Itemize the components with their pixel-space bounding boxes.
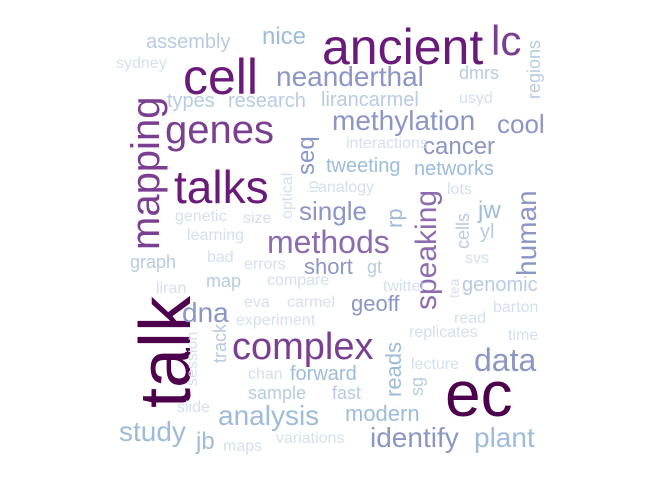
word: tweeting [326, 155, 401, 177]
word: genomic [462, 274, 538, 296]
word: lirancarmel [321, 89, 419, 111]
word: regions [524, 39, 544, 99]
word: genetic [175, 208, 227, 225]
word: data [474, 342, 537, 378]
word: jb [196, 428, 215, 455]
word: jw [478, 197, 501, 224]
word: study [119, 416, 186, 447]
word: read [454, 310, 487, 327]
word: usyd [459, 90, 493, 107]
word: slide [177, 399, 210, 416]
word: seq [293, 136, 320, 175]
word: networks [414, 158, 495, 180]
word: assembly [146, 31, 231, 53]
word: lots [447, 181, 472, 198]
word: maps [223, 438, 263, 455]
word: complex [232, 326, 374, 368]
word: twitter [383, 278, 426, 295]
word: tea [446, 278, 462, 298]
word: lecture [411, 356, 460, 373]
word: interactions [346, 135, 428, 152]
word: replicates [409, 324, 478, 341]
word: modern [345, 401, 420, 426]
word: identify [370, 422, 459, 453]
word: ec [445, 358, 513, 430]
word: human [511, 190, 542, 276]
word: eva [244, 294, 270, 311]
word: errors [244, 256, 286, 273]
word: barton [493, 299, 539, 316]
word: experiment [236, 312, 316, 329]
word: cell [183, 49, 259, 105]
word: sg [407, 376, 427, 396]
word: analysis [218, 400, 320, 431]
word: talks [174, 161, 269, 213]
word: research [228, 90, 306, 112]
word: gt [367, 257, 383, 277]
word: methylation [332, 105, 476, 136]
word: plant [474, 422, 535, 453]
word: methods [267, 224, 390, 260]
word: neanderthal [276, 61, 424, 92]
word: map [206, 271, 242, 291]
word: nice [262, 23, 307, 50]
word: carmel [287, 294, 336, 311]
word: genes [165, 108, 274, 152]
word: forward [290, 363, 357, 385]
word: rp [382, 208, 407, 228]
word: chan [248, 366, 283, 383]
word: size [243, 210, 272, 227]
word: graph [130, 252, 177, 272]
word: svs [465, 250, 489, 267]
word: analogy [318, 179, 375, 196]
word: reads [381, 341, 406, 397]
word: time [508, 327, 539, 344]
word: liran [156, 280, 187, 297]
word: variations [276, 430, 345, 447]
word: single [299, 196, 367, 226]
word: mapping [124, 96, 168, 250]
word: short [304, 254, 353, 279]
word: track [210, 323, 230, 363]
word: dmrs [459, 63, 499, 83]
word: compare [267, 272, 330, 289]
word: lc [491, 17, 522, 64]
word: bad [207, 249, 234, 266]
word: fast [332, 383, 362, 403]
word: sydney [116, 55, 167, 72]
word: yl [480, 221, 495, 243]
word: sample [248, 383, 307, 403]
word: types [167, 90, 215, 112]
word: session [184, 331, 201, 386]
word: cells [453, 212, 473, 249]
word: geoff [351, 291, 400, 316]
word: cool [497, 109, 545, 139]
word: cancer [423, 133, 496, 160]
word: learning [187, 227, 244, 244]
word: ancient [322, 19, 484, 75]
word: dna [182, 297, 229, 328]
word: optical [279, 172, 296, 219]
